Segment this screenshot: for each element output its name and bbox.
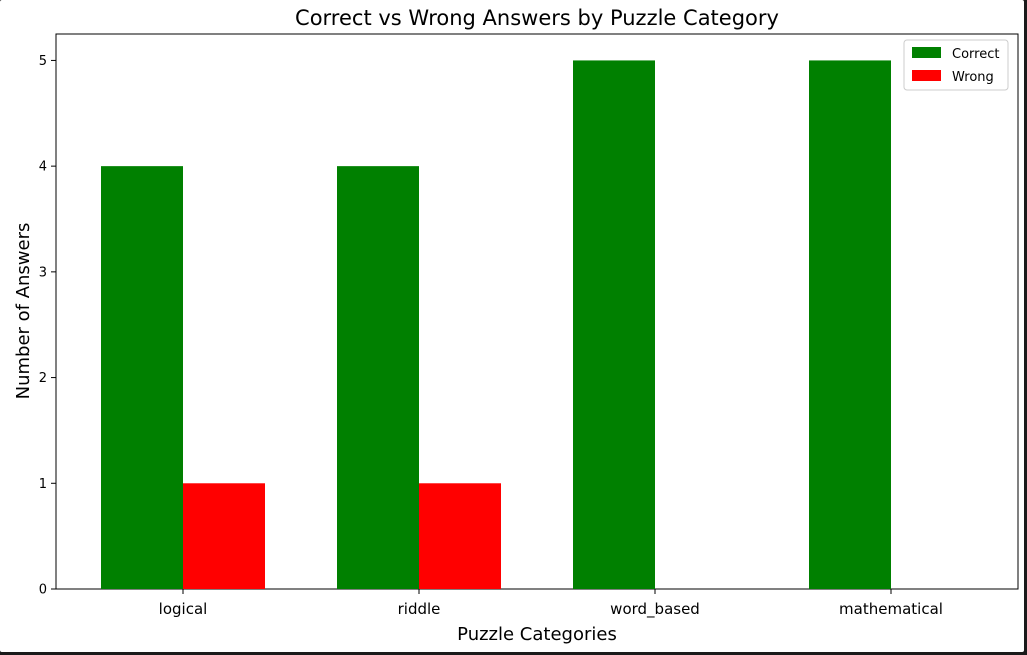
y-tick-label: 3 xyxy=(39,265,47,280)
y-tick-label: 0 xyxy=(39,583,47,598)
x-tick-label: logical xyxy=(159,600,208,618)
bar-correct-logical xyxy=(101,166,183,589)
legend: Correct Wrong xyxy=(903,39,1009,91)
legend-swatch-wrong xyxy=(912,70,941,81)
y-axis: 0 1 2 3 4 5 xyxy=(39,54,56,598)
bars-group xyxy=(101,60,891,589)
bar-wrong-logical xyxy=(183,483,265,589)
y-axis-label: Number of Answers xyxy=(13,223,34,400)
y-tick-label: 5 xyxy=(39,54,47,69)
bar-correct-riddle xyxy=(337,166,419,589)
bar-correct-word-based xyxy=(573,60,655,589)
y-tick-label: 4 xyxy=(39,160,47,175)
x-axis: logical riddle word_based mathematical xyxy=(159,589,943,619)
legend-label-wrong: Wrong xyxy=(952,70,994,85)
legend-swatch-correct xyxy=(912,47,941,58)
y-tick-label: 1 xyxy=(39,477,47,492)
x-tick-label: riddle xyxy=(398,600,441,618)
chart-title: Correct vs Wrong Answers by Puzzle Categ… xyxy=(295,6,779,30)
bar-correct-mathematical xyxy=(809,60,891,589)
y-tick-label: 2 xyxy=(39,371,47,386)
legend-label-correct: Correct xyxy=(952,47,999,62)
x-axis-label: Puzzle Categories xyxy=(457,624,617,645)
bar-wrong-riddle xyxy=(419,483,501,589)
x-tick-label: mathematical xyxy=(839,600,943,618)
x-tick-label: word_based xyxy=(610,600,700,619)
